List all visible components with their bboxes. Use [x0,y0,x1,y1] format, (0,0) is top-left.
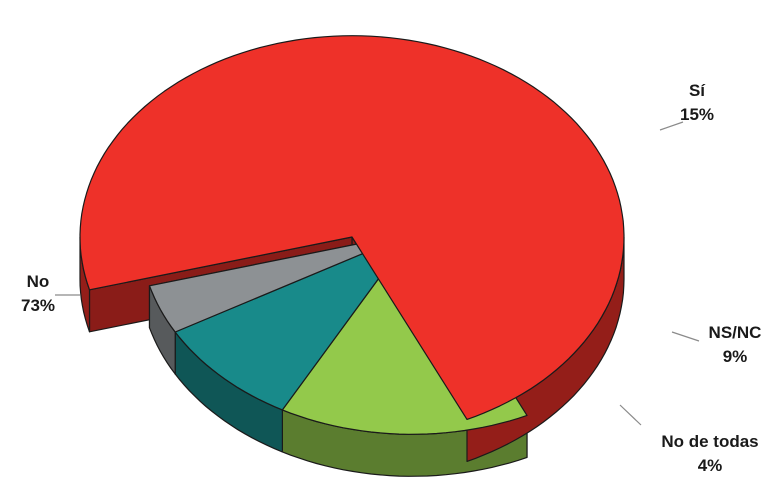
pie-top-layer [79,35,625,435]
slice-value-no: 73% [21,296,55,315]
slice-label-nsnc: NS/NC [709,323,762,342]
slice-value-nsnc: 9% [723,347,748,366]
leader-line-nsnc [671,331,700,342]
slice-label-no-de-todas: No de todas [661,432,758,451]
slice-value-si: 15% [680,105,714,124]
slice-value-no-de-todas: 4% [698,456,723,475]
slice-label-no: No [27,272,50,291]
slice-label-si: Sí [689,81,706,100]
slice-ns-nc [174,232,413,411]
leader-line-si [659,121,684,131]
slice-no [79,35,625,420]
slice-no-de-todas [148,232,413,333]
pie-labels: Sí 15% NS/NC 9% No de todas 4% No 73% [21,81,761,475]
leader-line-no-de-todas [619,404,642,426]
